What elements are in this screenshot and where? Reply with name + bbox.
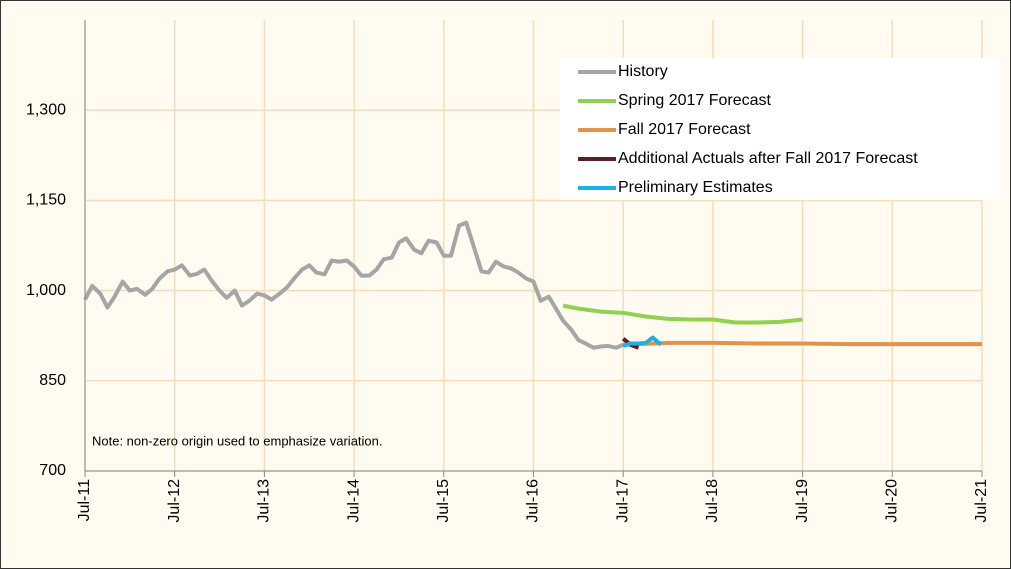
legend-background xyxy=(560,58,1000,200)
legend: History Spring 2017 Forecast Fall 2017 For… xyxy=(578,63,918,196)
series-line xyxy=(623,340,982,347)
x-tick-label: Jul-11 xyxy=(76,479,93,521)
x-tick-label: Jul-12 xyxy=(166,479,183,523)
legend-label: Spring 2017 Forecast xyxy=(618,92,772,109)
y-tick-label: 1,300 xyxy=(26,101,66,118)
x-tick-label: Jul-21 xyxy=(973,479,990,523)
legend-label: History xyxy=(618,63,668,80)
x-tick-label: Jul-14 xyxy=(345,479,362,523)
x-tick-label: Jul-13 xyxy=(256,479,273,523)
legend-label: Fall 2017 Forecast xyxy=(618,121,751,138)
y-tick-label: 700 xyxy=(39,462,66,479)
series-line xyxy=(83,220,624,350)
x-tick-label: Jul-19 xyxy=(794,479,811,523)
legend-label: Preliminary Estimates xyxy=(618,179,773,196)
x-tick-label: Jul-18 xyxy=(704,479,721,523)
series-line xyxy=(562,303,803,325)
x-tick-label: Jul-16 xyxy=(525,479,542,523)
legend-label: Additional Actuals after Fall 2017 Forec… xyxy=(618,150,918,167)
lines xyxy=(83,220,982,350)
y-tick-label: 1,150 xyxy=(26,192,66,209)
y-tick-label: 850 xyxy=(39,372,66,389)
x-tick-label: Jul-15 xyxy=(435,479,452,523)
axes: 700 850 1,000 1,150 1,300 Jul-11 Jul-12 Jul-13 J… xyxy=(26,20,990,523)
series-line xyxy=(622,335,663,348)
x-tick-label: Jul-20 xyxy=(884,479,901,523)
x-tick-label: Jul-17 xyxy=(614,479,631,523)
note: Note: non-zero origin used to emphasize … xyxy=(92,433,383,448)
y-tick-label: 1,000 xyxy=(26,282,66,299)
